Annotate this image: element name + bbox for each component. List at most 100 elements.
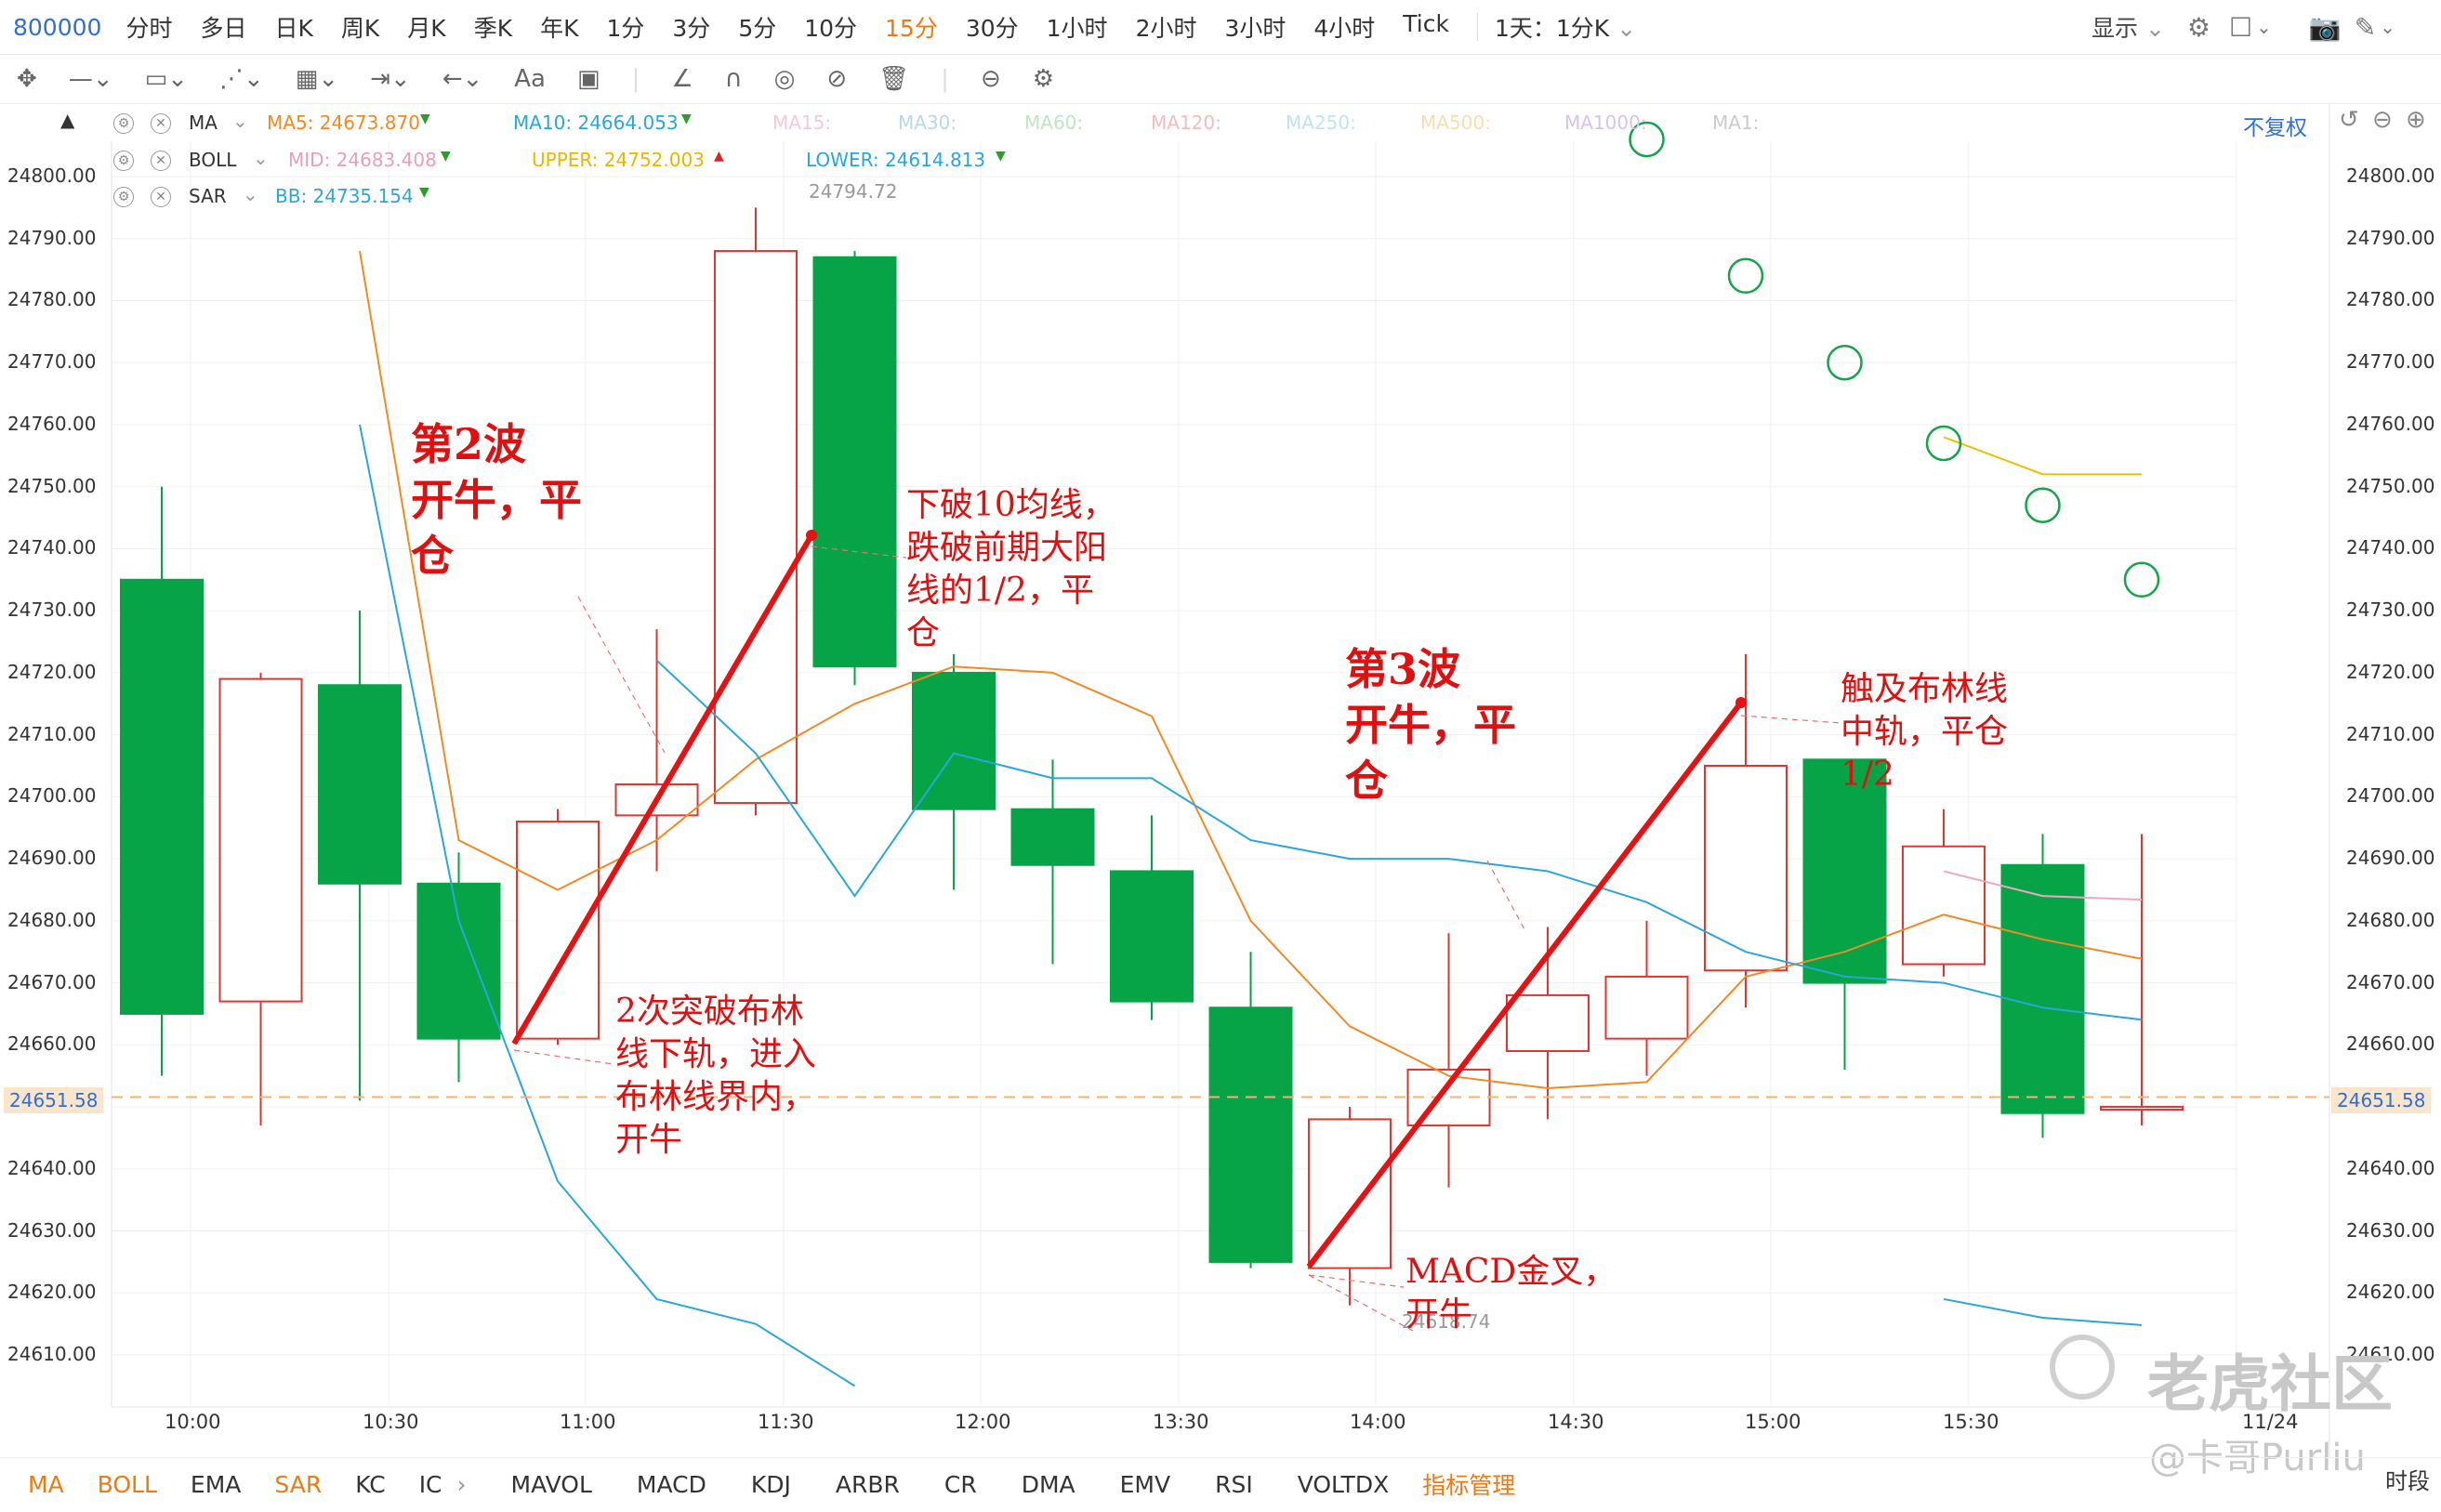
sar-close-icon[interactable]: ✕	[151, 187, 171, 207]
camera-icon[interactable]: 📷	[2308, 11, 2342, 43]
timeframe-tab[interactable]: 1小时	[1046, 15, 1108, 42]
range-selector[interactable]: 1天：1分K ⌄	[1494, 15, 1637, 42]
indicator-item[interactable]: VOLTDX	[1297, 1470, 1390, 1498]
trend-end-dot	[806, 530, 817, 541]
ma-settings-icon[interactable]: ⚙	[113, 113, 134, 134]
candle-body[interactable]	[318, 684, 402, 885]
period-label[interactable]: 时段	[2385, 1468, 2430, 1494]
display-menu[interactable]: 显示 ⌄	[2091, 15, 2165, 42]
indicator-item[interactable]: ARBR	[835, 1470, 900, 1498]
collapse-up-icon[interactable]: ▲	[60, 109, 75, 131]
candle-body[interactable]	[1802, 758, 1887, 984]
candle-body[interactable]	[1604, 975, 1689, 1040]
candle-body[interactable]	[1506, 993, 1590, 1052]
indicator-item[interactable]: DMA	[1021, 1470, 1075, 1498]
eraser-line-icon[interactable]: ∠	[671, 65, 693, 93]
timeframe-tab[interactable]: 10分	[804, 15, 858, 42]
indicator-item[interactable]: EMA	[190, 1470, 242, 1498]
candle-body[interactable]	[1704, 765, 1788, 972]
boll-close-icon[interactable]: ✕	[151, 151, 171, 171]
timeframe-tab[interactable]: 3分	[672, 15, 711, 42]
sar-indicator-name[interactable]: SAR	[189, 185, 227, 207]
draw-settings-gear-icon[interactable]: ⚙	[1032, 65, 1055, 93]
measure-tool-icon[interactable]: ⇥⌄	[370, 65, 411, 93]
candle-body[interactable]	[1308, 1118, 1392, 1269]
magnet-icon[interactable]: ∩	[724, 65, 743, 93]
no-adjust-button[interactable]: 不复权	[2243, 116, 2307, 140]
pencil-icon[interactable]: ✎	[2354, 11, 2377, 43]
timeframe-tab[interactable]: 1分	[606, 15, 645, 42]
chevron-right-icon[interactable]: ›	[456, 1470, 467, 1498]
timeframe-tab[interactable]: Tick	[1403, 10, 1449, 37]
comment-icon[interactable]: ▣	[576, 65, 600, 93]
candle-body[interactable]	[1110, 870, 1194, 1003]
chevron-down-icon[interactable]: ⌄	[243, 183, 258, 205]
hide-icon[interactable]: ⊘	[826, 65, 848, 93]
timeframe-tab[interactable]: 分时	[125, 15, 173, 42]
indicator-manage-button[interactable]: 指标管理	[1422, 1472, 1516, 1499]
text-tool-icon[interactable]: Aa	[514, 65, 546, 93]
chevron-down-icon[interactable]: ⌄	[253, 147, 269, 169]
indicator-item[interactable]: EMV	[1119, 1470, 1171, 1498]
rectangle-tool-icon[interactable]: ▭⌄	[144, 65, 188, 93]
polyline-tool-icon[interactable]: ⋰⌄	[218, 65, 264, 93]
trash-icon[interactable]: 🗑	[878, 65, 910, 93]
indicator-item[interactable]: BOLL	[97, 1470, 157, 1498]
undo-icon[interactable]: ↺	[2339, 106, 2359, 134]
move-cross-icon[interactable]: ✥	[17, 65, 37, 93]
symbol-code[interactable]: 800000	[13, 13, 102, 41]
candle-body[interactable]	[1010, 808, 1095, 866]
ma-indicator-name[interactable]: MA	[189, 112, 218, 134]
timeframe-tab[interactable]: 季K	[473, 15, 513, 42]
candle-body[interactable]	[714, 250, 798, 805]
candlestick-chart[interactable]	[0, 104, 2441, 1457]
candle-body[interactable]	[614, 783, 699, 817]
candle-body[interactable]	[912, 671, 996, 810]
indicator-item[interactable]: MACD	[636, 1470, 706, 1498]
candle-body[interactable]	[218, 677, 303, 1003]
candle-body[interactable]	[2000, 863, 2085, 1114]
indicator-item[interactable]: KC	[355, 1470, 386, 1498]
indicator-item[interactable]: MA	[28, 1470, 64, 1498]
candle-body[interactable]	[120, 578, 204, 1015]
chevron-down-icon[interactable]: ⌄	[2380, 16, 2396, 38]
timeframe-tab[interactable]: 日K	[274, 15, 313, 42]
candle-body[interactable]	[2100, 1106, 2184, 1111]
timeframe-tab[interactable]: 周K	[340, 15, 380, 42]
indicator-item[interactable]: MAVOL	[510, 1470, 592, 1498]
candle-body[interactable]	[416, 882, 501, 1040]
timeframe-tab[interactable]: 月K	[407, 15, 446, 42]
candle-body[interactable]	[1208, 1006, 1293, 1263]
line-tool-icon[interactable]: —⌄	[68, 65, 113, 93]
timeframe-tab[interactable]: 15分	[885, 15, 938, 42]
indicator-item[interactable]: SAR	[274, 1470, 323, 1498]
timeframe-tab[interactable]: 2小时	[1135, 15, 1197, 42]
chevron-down-icon[interactable]: ⌄	[232, 110, 248, 132]
indicator-item[interactable]: IC	[418, 1470, 442, 1498]
timeframe-tab[interactable]: 3小时	[1224, 15, 1286, 42]
candle-body[interactable]	[516, 821, 600, 1040]
chevron-down-icon[interactable]: ⌄	[2256, 16, 2272, 38]
timeframe-tab[interactable]: 30分	[965, 15, 1019, 42]
timeframe-tab[interactable]: 5分	[738, 15, 777, 42]
indicator-item[interactable]: CR	[943, 1470, 977, 1498]
zoom-out-icon[interactable]: ⊖	[2372, 106, 2393, 134]
timeframe-tab[interactable]: 多日	[200, 15, 247, 42]
indicator-item[interactable]: KDJ	[750, 1470, 791, 1498]
link-icon[interactable]: ⊖	[980, 65, 1001, 93]
boll-indicator-name[interactable]: BOLL	[189, 149, 237, 171]
timeframe-tab[interactable]: 年K	[540, 15, 579, 42]
zoom-in-icon[interactable]: ⊕	[2406, 106, 2426, 134]
candle-body[interactable]	[1902, 845, 1986, 966]
layout-square-icon[interactable]: ☐	[2229, 11, 2253, 43]
boll-settings-icon[interactable]: ⚙	[113, 151, 134, 171]
arrow-tool-icon[interactable]: ←⌄	[442, 65, 483, 93]
sar-settings-icon[interactable]: ⚙	[113, 187, 134, 207]
eye-visibility-icon[interactable]: ◎	[773, 65, 796, 93]
candle-body[interactable]	[812, 256, 897, 668]
fibonacci-tool-icon[interactable]: ▦⌄	[295, 65, 339, 93]
timeframe-tab[interactable]: 4小时	[1313, 15, 1376, 42]
ma-close-icon[interactable]: ✕	[151, 113, 171, 134]
settings-gear-icon[interactable]: ⚙	[2186, 11, 2211, 43]
indicator-item[interactable]: RSI	[1215, 1470, 1253, 1498]
